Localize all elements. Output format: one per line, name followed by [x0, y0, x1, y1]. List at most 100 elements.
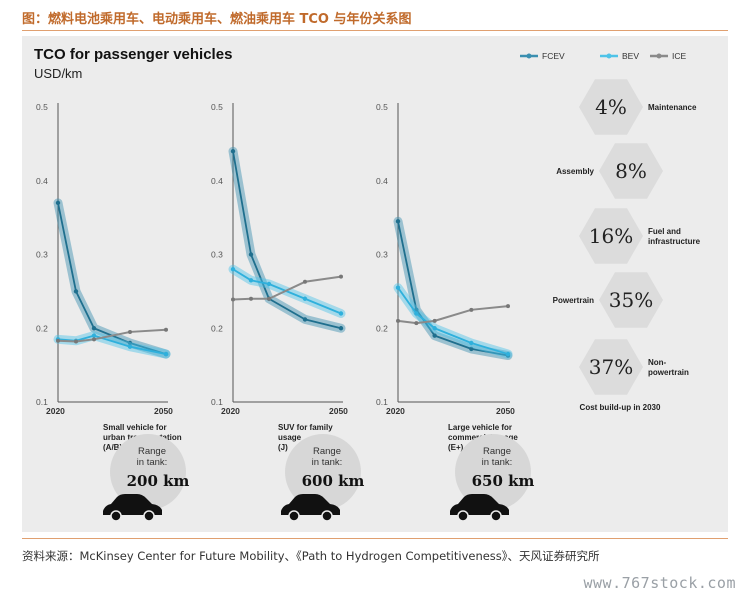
- vehicle-label-line: (A/B): [103, 443, 122, 452]
- range-label: Range: [313, 446, 341, 457]
- range-label: Range: [138, 446, 166, 457]
- y-tick-label: 0.3: [211, 250, 223, 260]
- range-value: 600 km: [302, 472, 365, 490]
- cost-hexagon: [579, 79, 643, 135]
- range-label: in tank:: [312, 457, 343, 468]
- watermark: www.767stock.com: [583, 574, 736, 592]
- car-icon: [103, 494, 162, 515]
- cost-hexagon: [599, 272, 663, 328]
- range-value: 650 km: [472, 472, 535, 490]
- car-icon: [450, 494, 509, 515]
- ice-point: [56, 338, 60, 343]
- fcev-point: [127, 340, 133, 346]
- x-tick-label: 2050: [496, 406, 515, 416]
- ice-point: [231, 297, 235, 302]
- figure-title: 图：燃料电池乘用车、电动乘用车、燃油乘用车 TCO 与年份关系图: [22, 12, 412, 27]
- cost-value: 35%: [609, 288, 653, 312]
- cost-label: Fuel and: [648, 227, 681, 236]
- y-tick-label: 0.1: [36, 397, 48, 407]
- cost-value: 37%: [589, 355, 633, 379]
- vehicle-label-line: Large vehicle for: [448, 423, 512, 432]
- ice-point: [303, 279, 307, 284]
- cost-value: 8%: [615, 159, 647, 183]
- y-tick-label: 0.3: [376, 250, 388, 260]
- range-label: Range: [483, 446, 511, 457]
- car-wheel-icon: [321, 510, 333, 522]
- legend-marker-ice: [656, 53, 662, 59]
- bev-point: [338, 311, 344, 316]
- legend-label-bev: BEV: [622, 51, 639, 61]
- car-wheel-icon: [110, 510, 122, 522]
- y-tick-label: 0.5: [211, 102, 223, 112]
- fcev-point: [432, 333, 437, 338]
- vehicle-label-line: SUV for family: [278, 423, 333, 432]
- range-circle: [285, 434, 361, 510]
- range-circle: [110, 434, 186, 510]
- vehicle-label-line: (E+): [448, 443, 464, 452]
- fcev-point: [91, 326, 97, 331]
- fcev-point: [230, 149, 236, 154]
- source-note: 资料来源：McKinsey Center for Future Mobility…: [22, 549, 600, 563]
- ice-point: [74, 339, 78, 344]
- y-tick-label: 0.2: [376, 323, 388, 333]
- car-wheel-icon: [457, 510, 469, 522]
- fcev-point: [395, 219, 401, 224]
- ice-point: [92, 337, 96, 342]
- bev-point: [91, 333, 97, 338]
- cost-label: powertrain: [648, 368, 689, 377]
- car-icon: [281, 494, 340, 515]
- fcev-point: [469, 346, 474, 352]
- y-tick-label: 0.2: [211, 323, 223, 333]
- y-tick-label: 0.4: [376, 176, 388, 186]
- fcev-point: [55, 200, 61, 206]
- legend-marker-bev: [606, 53, 612, 59]
- range-label: in tank:: [137, 457, 168, 468]
- ice-point: [506, 304, 510, 309]
- fcev-line-panel-2: [232, 151, 342, 330]
- fcev-point: [248, 252, 254, 257]
- x-tick-label: 2050: [154, 406, 173, 416]
- ice-point: [469, 307, 474, 312]
- legend-label-fcev: FCEV: [542, 51, 565, 61]
- ice-point: [249, 296, 253, 301]
- fcev-point: [338, 326, 344, 331]
- ice-point: [267, 296, 271, 301]
- cost-label: Powertrain: [553, 296, 594, 305]
- bev-point: [266, 281, 272, 287]
- bev-point: [432, 326, 437, 331]
- bev-point: [163, 351, 169, 357]
- top-rule: [22, 30, 728, 31]
- legend-marker-fcev: [526, 53, 532, 59]
- range-circle: [455, 434, 531, 510]
- ice-point: [339, 274, 343, 279]
- vehicle-label-line: Small vehicle for: [103, 423, 167, 432]
- ice-point: [432, 318, 437, 323]
- x-tick-label: 2020: [386, 406, 405, 416]
- bev-point: [414, 311, 419, 316]
- y-tick-label: 0.5: [376, 102, 388, 112]
- y-tick-label: 0.4: [36, 176, 48, 186]
- car-wheel-icon: [143, 510, 155, 522]
- bev-point: [505, 351, 511, 357]
- y-tick-label: 0.1: [376, 397, 388, 407]
- cost-label: Maintenance: [648, 103, 697, 112]
- y-tick-label: 0.1: [211, 397, 223, 407]
- ice-point: [414, 321, 419, 326]
- x-tick-label: 2050: [329, 406, 348, 416]
- car-wheel-icon: [288, 510, 300, 522]
- bottom-rule: [22, 538, 728, 539]
- fcev-point: [73, 289, 79, 294]
- ice-point: [164, 327, 168, 332]
- cost-hexagon: [579, 339, 643, 395]
- y-tick-label: 0.3: [36, 250, 48, 260]
- chart-units: USD/km: [34, 66, 83, 81]
- x-tick-label: 2020: [46, 406, 65, 416]
- range-label: in tank:: [482, 457, 513, 468]
- y-tick-label: 0.4: [211, 176, 223, 186]
- legend-label-ice: ICE: [672, 51, 687, 61]
- chart-title: TCO for passenger vehicles: [34, 46, 233, 63]
- y-tick-label: 0.2: [36, 323, 48, 333]
- bev-point: [395, 285, 401, 290]
- y-tick-label: 0.5: [36, 102, 48, 112]
